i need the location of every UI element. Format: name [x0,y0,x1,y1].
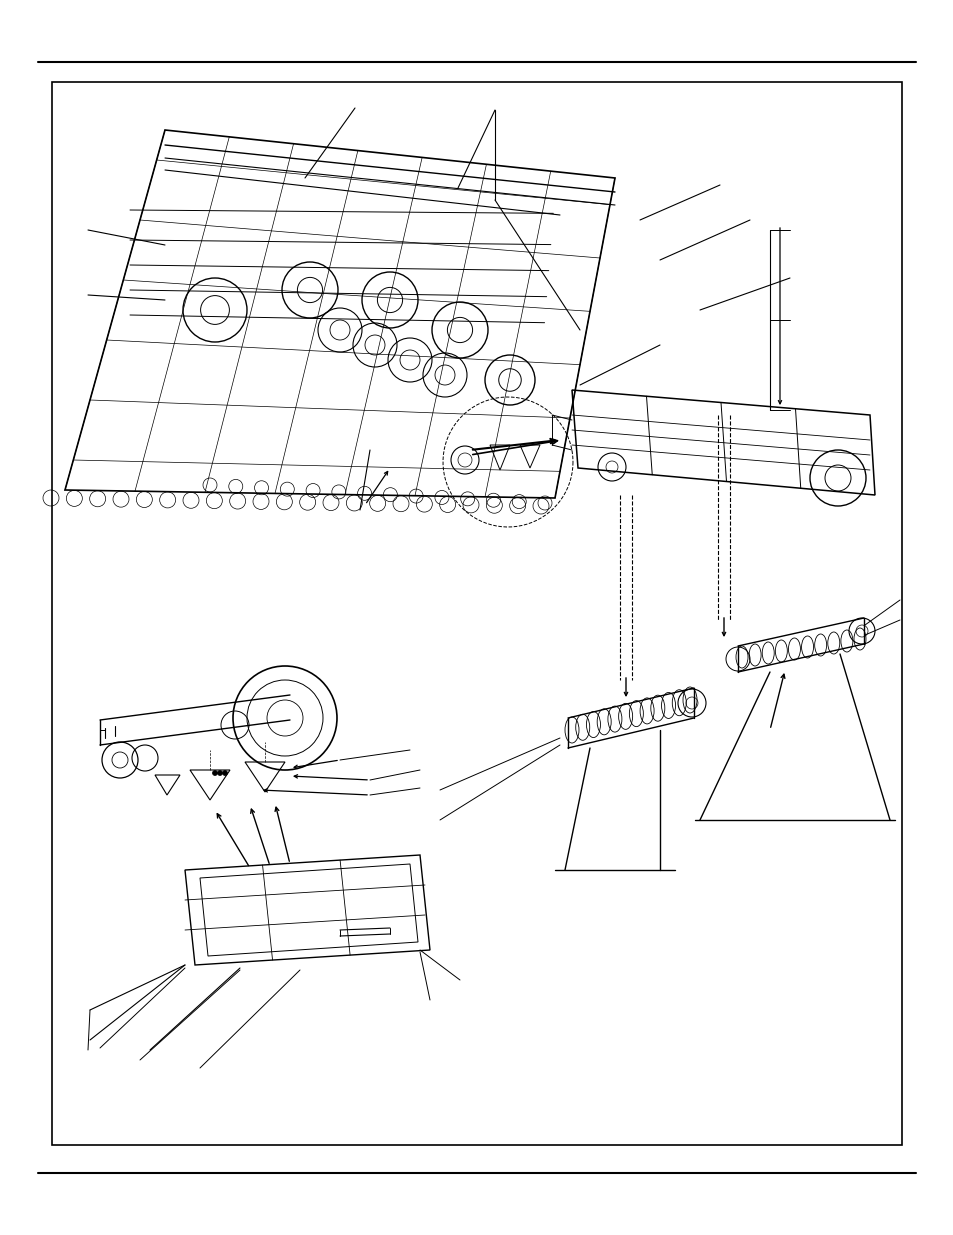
Circle shape [217,771,222,776]
Circle shape [222,771,227,776]
Bar [52,82,901,1145]
Circle shape [213,771,217,776]
